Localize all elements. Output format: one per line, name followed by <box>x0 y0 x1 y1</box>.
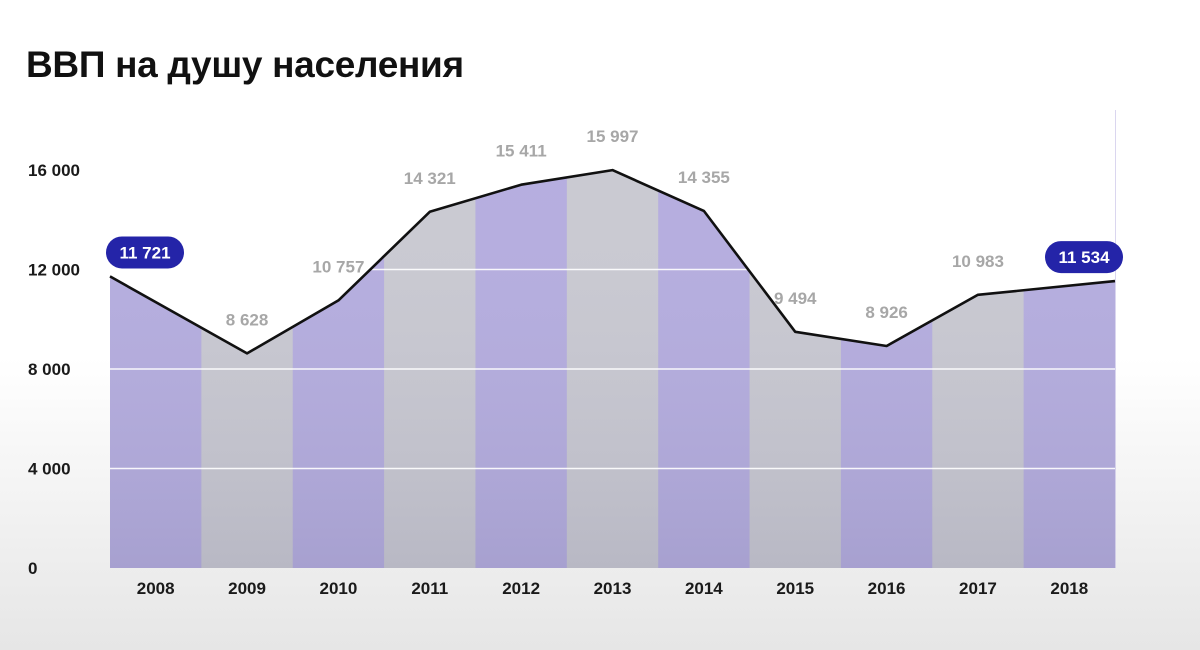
value-label-2014: 14 355 <box>678 168 730 187</box>
x-tick-2018: 2018 <box>1050 579 1088 598</box>
highlight-pill-2008 <box>106 236 184 269</box>
value-label-2013: 15 997 <box>587 127 639 146</box>
gdp-line <box>109 168 1116 355</box>
y-tick-16000: 16 000 <box>28 161 80 180</box>
y-tick-4000: 4 000 <box>28 460 71 479</box>
value-label-2010: 10 757 <box>312 257 364 276</box>
value-label-2012: 15 411 <box>496 142 547 161</box>
y-tick-0: 0 <box>28 559 37 578</box>
value-label-2011: 14 321 <box>404 169 456 188</box>
area-above-line <box>110 110 1115 354</box>
y-tick-12000: 12 000 <box>28 261 80 280</box>
highlight-pill-2018 <box>1045 241 1123 274</box>
value-label-2017: 10 983 <box>952 252 1004 271</box>
y-tick-8000: 8 000 <box>28 360 71 379</box>
x-tick-2015: 2015 <box>776 579 814 598</box>
x-tick-2010: 2010 <box>319 579 357 598</box>
x-tick-2008: 2008 <box>137 579 175 598</box>
value-label-2016: 8 926 <box>865 303 908 322</box>
x-tick-2009: 2009 <box>228 579 266 598</box>
value-label-2008: 11 721 <box>119 243 170 262</box>
x-tick-2011: 2011 <box>411 579 448 598</box>
value-label-2018: 11 534 <box>1058 248 1110 267</box>
x-tick-2014: 2014 <box>685 579 723 598</box>
x-tick-2016: 2016 <box>868 579 906 598</box>
x-tick-2012: 2012 <box>502 579 540 598</box>
value-label-2015: 9 494 <box>774 289 817 308</box>
x-tick-2017: 2017 <box>959 579 997 598</box>
page-title: ВВП на душу населения <box>26 44 464 85</box>
value-label-2009: 8 628 <box>226 310 269 329</box>
x-tick-2013: 2013 <box>594 579 632 598</box>
